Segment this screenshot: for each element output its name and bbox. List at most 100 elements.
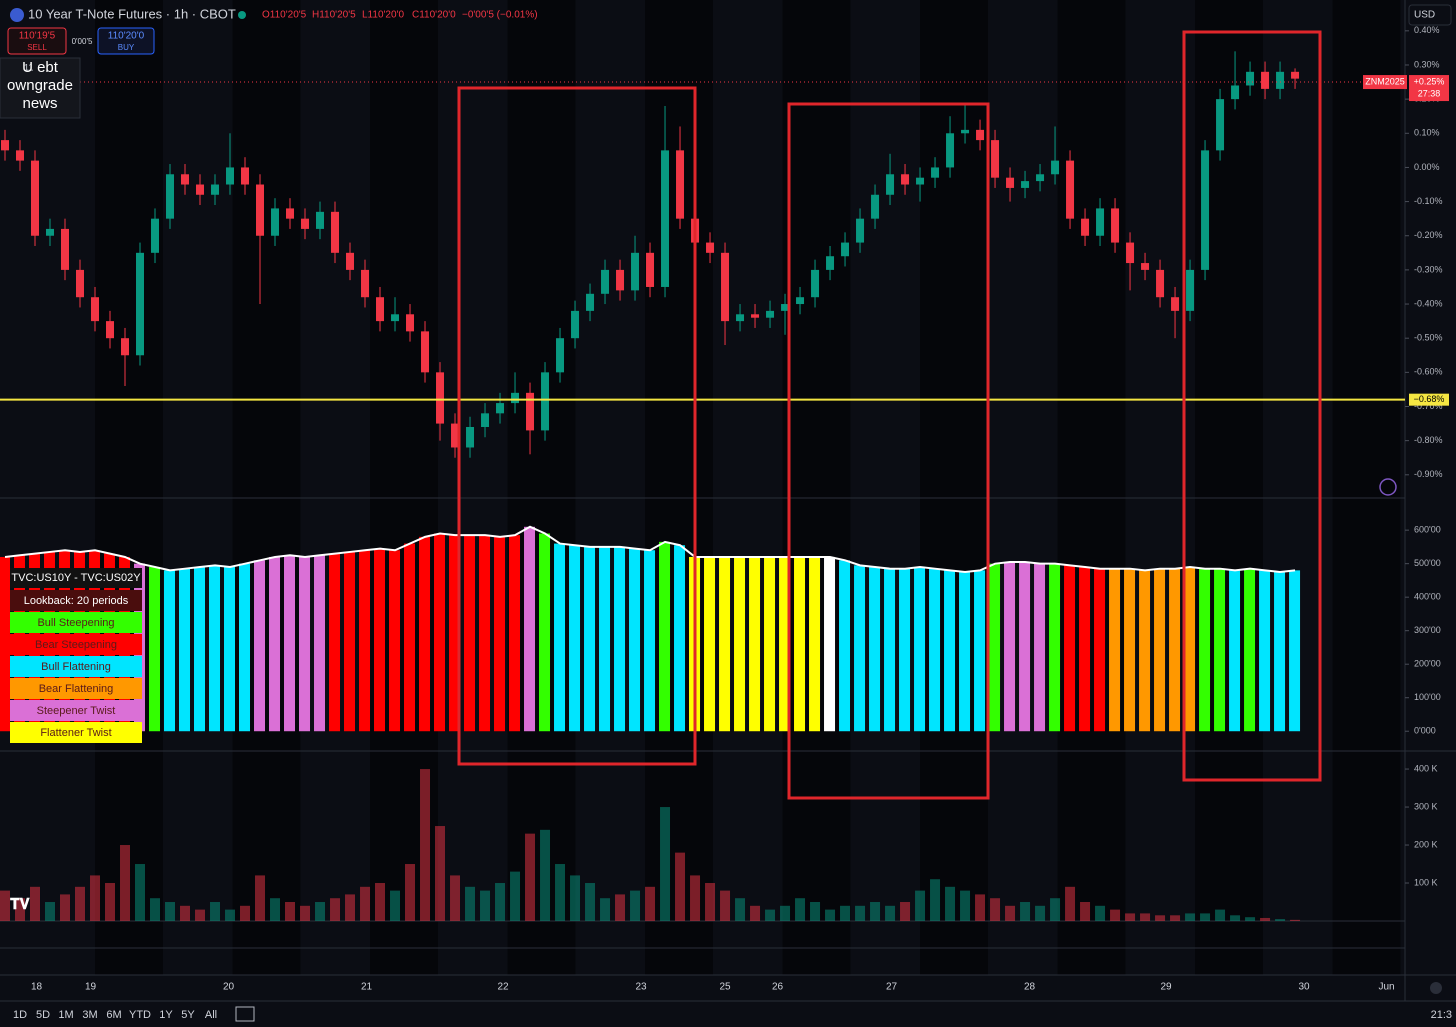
candle-body [736,314,745,322]
legend-entry: Flattener Twist [40,727,111,739]
volume-bar [1050,898,1061,921]
volume-bar [255,875,266,921]
volume-bar [975,894,986,921]
candle-body [136,252,145,356]
candle-body [361,269,370,298]
candle-body [646,252,655,287]
candle-body [121,338,130,356]
candle-body [256,184,265,236]
buy-label: BUY [118,43,135,52]
countdown: 27:38 [1418,88,1441,98]
flag-icon [10,8,24,22]
volume-bar [420,769,431,921]
currency-button[interactable] [1408,4,1452,26]
range-button[interactable]: YTD [129,1009,151,1021]
candle-body [46,228,55,236]
hline-label-bg [1409,393,1449,406]
note-badge: 11 [24,62,33,72]
regime-bar [734,556,746,732]
date-range-icon[interactable] [235,1006,255,1022]
regime-bar [1214,568,1226,732]
volume-bar [495,883,506,921]
regime-bar [1289,570,1301,732]
regime-bar [974,570,986,732]
y-tick-label: 300 K [1414,801,1438,811]
session-stripe [645,0,713,975]
candle-body [1246,71,1255,86]
volume-bar [315,902,326,921]
candle-body [826,256,835,270]
volume-bar [435,826,446,921]
candle-body [481,413,490,427]
legend-swatch [10,678,142,699]
x-tick-label: 30 [1298,982,1310,993]
candle-body [76,269,85,298]
legend-subtitle-bg [10,590,142,611]
regime-bar [794,556,806,732]
candle-body [586,293,595,311]
range-button[interactable]: 6M [106,1009,121,1021]
candle-body [181,174,190,185]
candle-body [541,372,550,431]
range-button[interactable]: 1M [58,1009,73,1021]
volume-bar [525,833,536,921]
candle-body [106,321,115,339]
legend: TVC:US10Y - TVC:US02Y Lookback: 20 period… [10,568,142,743]
toolbar-bg [0,1001,1456,1027]
sell-button[interactable] [7,27,67,55]
range-button[interactable]: 3M [82,1009,97,1021]
range-button[interactable]: 5Y [181,1009,195,1021]
volume-bar [690,875,701,921]
ohlc-change: −0'00'5 (−0.01%) [462,10,538,21]
regime-bar [1079,567,1091,732]
sell-price: 110'19'5 [19,31,56,42]
candle-body [1261,71,1270,89]
y-tick-label: 100 K [1414,877,1438,887]
regime-bar [149,567,161,732]
volume-bar [1065,886,1076,921]
range-button[interactable]: All [205,1009,217,1021]
candle-body [406,314,415,332]
range-button[interactable]: 1Y [159,1009,173,1021]
candle-body [496,403,505,414]
session-stripe [95,0,163,975]
candle-body [1006,177,1015,188]
candle-body [91,297,100,322]
regime-bar [959,572,971,732]
x-tick-label: 28 [1024,982,1036,993]
regime-bar [674,545,686,732]
volume-bar [795,898,806,921]
volume-bar [645,886,656,921]
volume-bar [1035,905,1046,921]
ohlc-close: C110'20'0 [412,10,456,21]
candle-body [781,304,790,311]
volume-bar [105,883,116,921]
chart-title: 10 Year T-Note Futures · 1h · CBOT [28,6,236,21]
buy-button[interactable] [97,27,155,55]
note-line: news [22,95,57,112]
regime-bar [509,535,521,732]
range-button[interactable]: 1D [13,1009,27,1021]
regime-bar [779,556,791,732]
regime-bar [1184,567,1196,732]
y-tick-label: 400'00 [1414,592,1441,602]
x-tick-label: 21 [361,982,373,993]
auto-button[interactable] [1430,982,1442,994]
volume-bar [945,886,956,921]
note-line: U ebt [22,59,59,76]
regime-bar [284,555,296,732]
volume-bar [375,883,386,921]
volume-bar [450,875,461,921]
volume-bar [1005,905,1016,921]
legend-entry: Bear Steepening [35,639,117,651]
regime-bar [434,533,446,732]
range-button[interactable]: 5D [36,1009,50,1021]
x-tick-label: 29 [1160,982,1172,993]
volume-bar [855,905,866,921]
y-tick-label: 200 K [1414,839,1438,849]
candle-body [376,297,385,322]
scroll-icon[interactable] [1379,478,1397,496]
y-tick-label: 0.00% [1414,162,1440,172]
candle-body [1156,269,1165,298]
